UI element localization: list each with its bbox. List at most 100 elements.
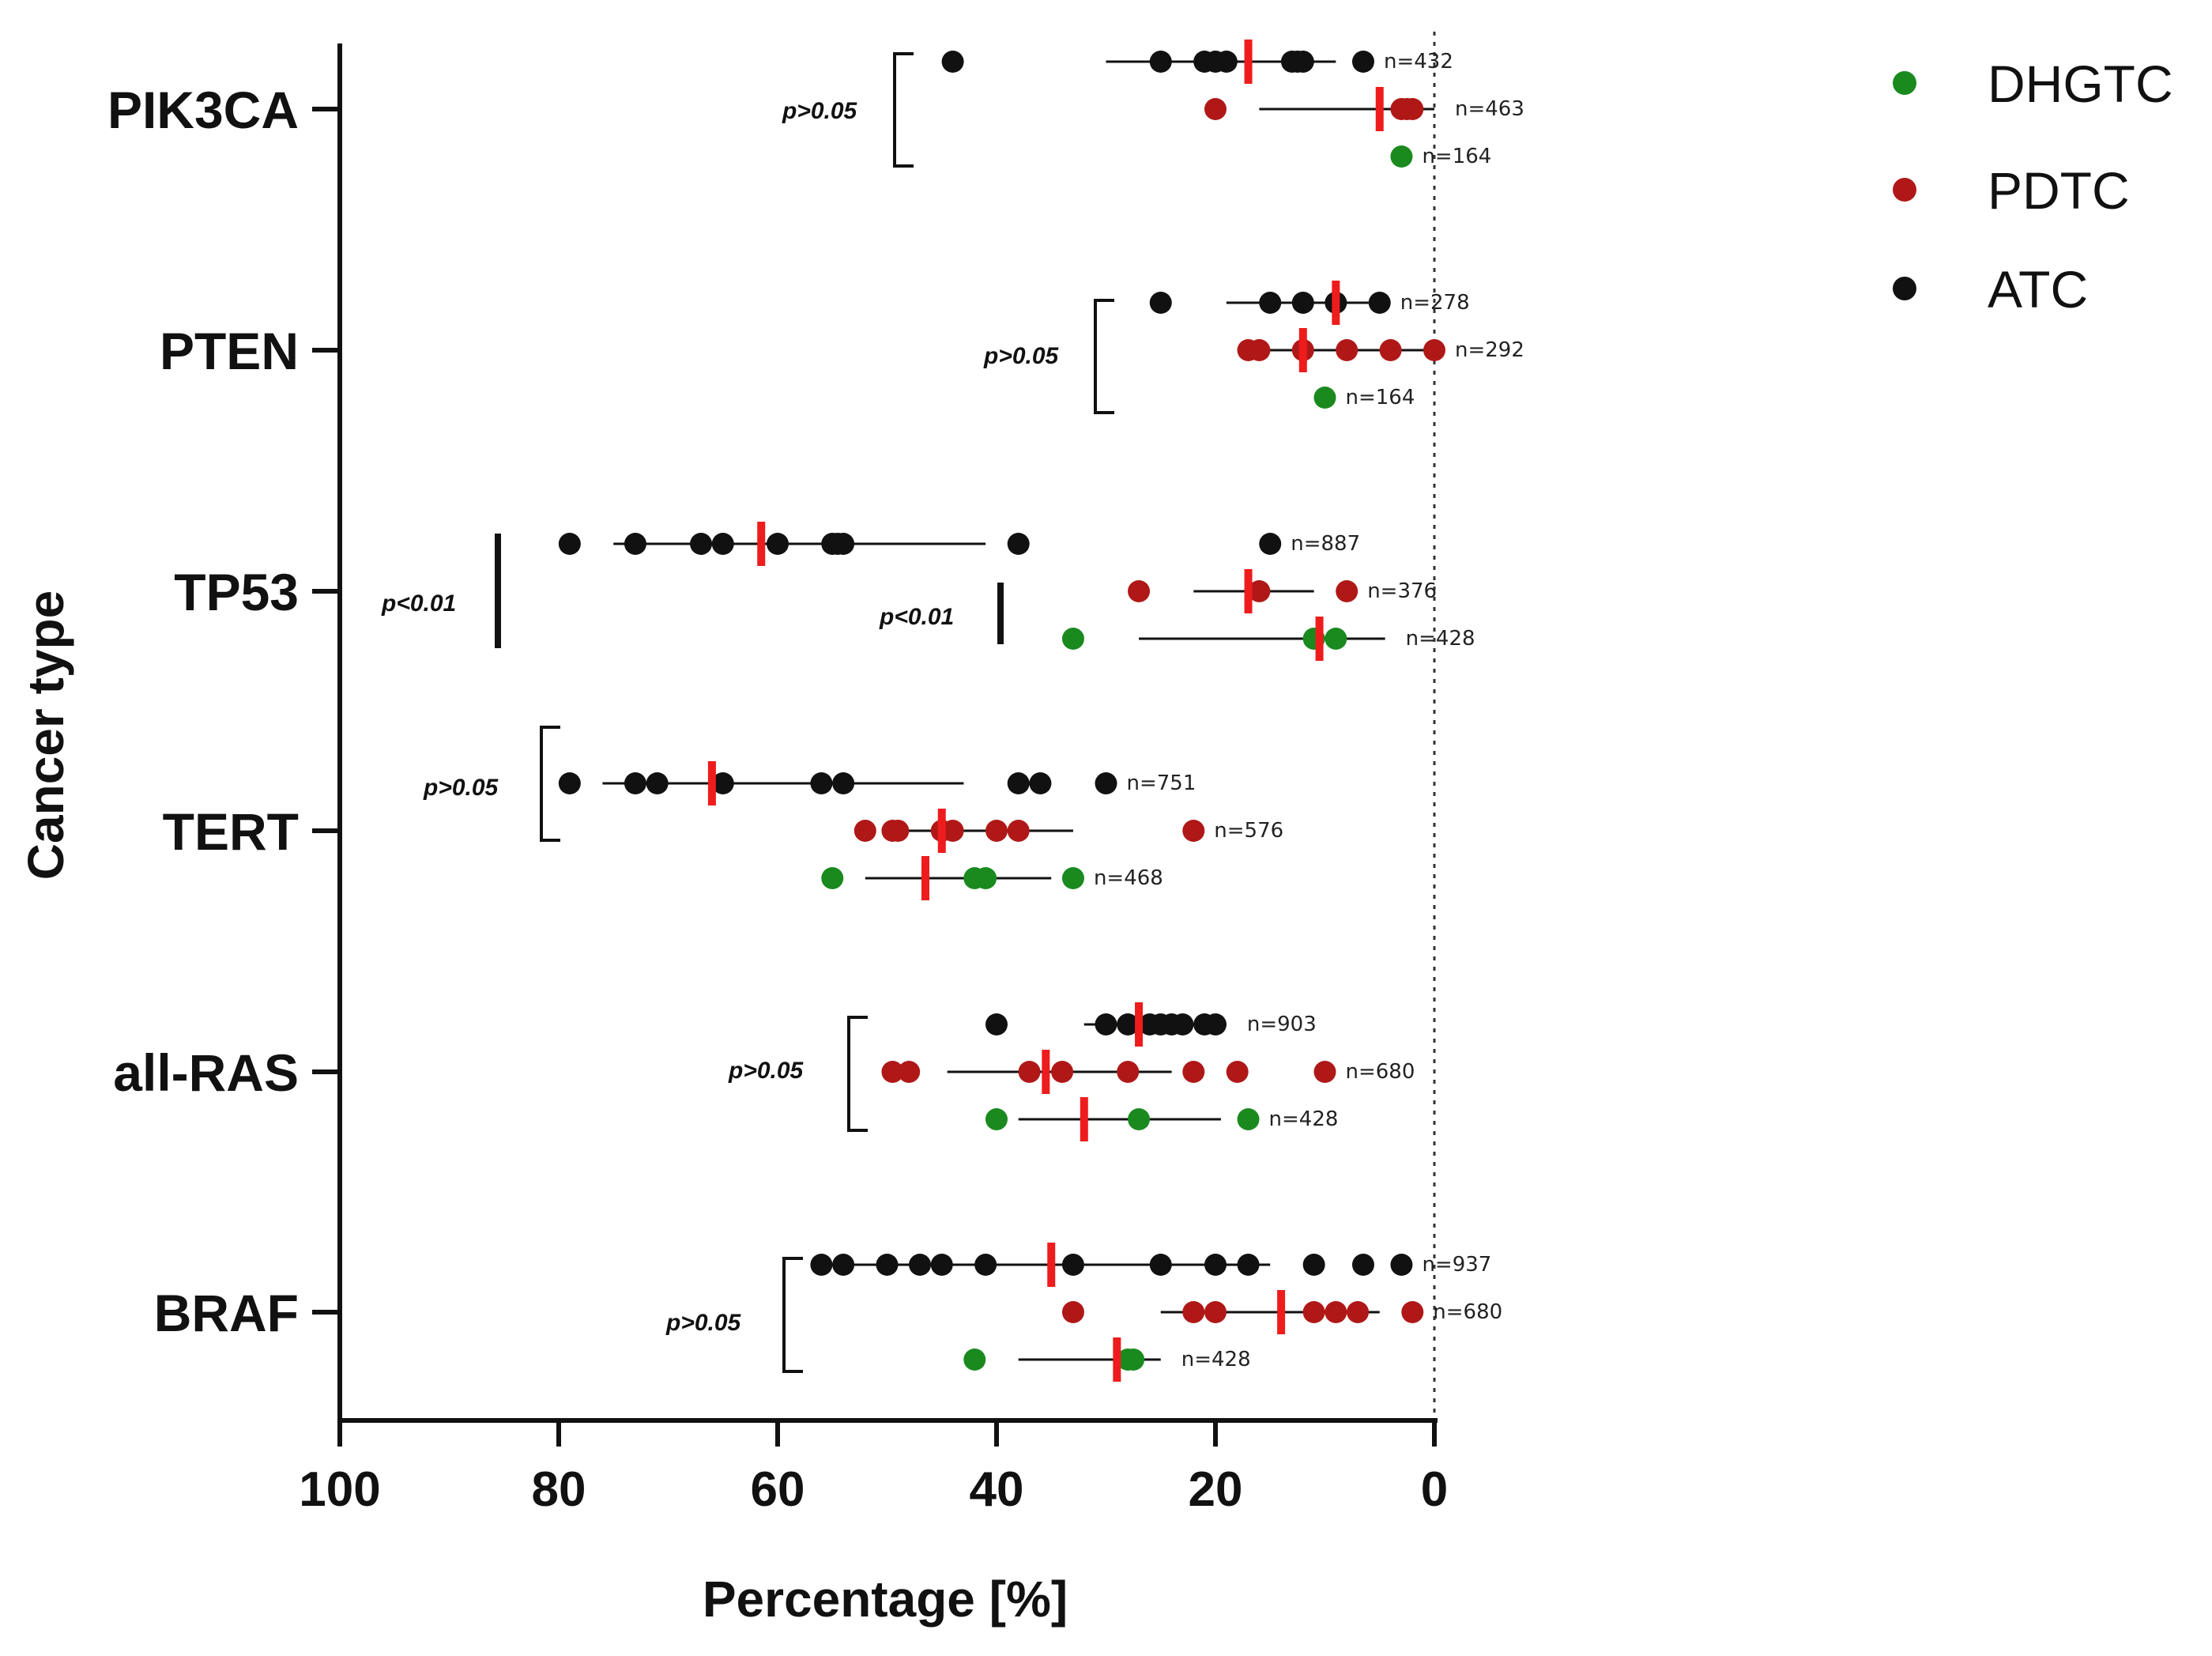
point-pten-atc xyxy=(1259,292,1282,314)
n-label-tp53-pdtc: n=376 xyxy=(1367,579,1437,603)
n-label-tert-atc: n=751 xyxy=(1127,771,1196,795)
x-tick-label: 0 xyxy=(1421,1462,1448,1517)
legend-marker-pdtc xyxy=(1893,178,1916,202)
mean-markers xyxy=(707,40,1384,1382)
point-all-ras-dhgtc xyxy=(985,1108,1008,1130)
p-value-bracket-all-ras xyxy=(847,1016,868,1132)
point-braf-dhgtc xyxy=(963,1349,986,1371)
point-tp53-pdtc xyxy=(1336,580,1358,602)
legend: DHGTC PDTC ATC xyxy=(1893,55,2173,319)
mean-marker-tp53-atc xyxy=(757,522,766,566)
point-tert-pdtc xyxy=(985,820,1008,842)
mean-marker-braf-atc xyxy=(1047,1243,1056,1287)
p-value-label-tp53: p<0.01 xyxy=(381,590,456,617)
n-label-all-ras-dhgtc: n=428 xyxy=(1269,1107,1339,1131)
point-tert-atc xyxy=(832,772,855,794)
point-tert-dhgtc xyxy=(1061,867,1084,889)
point-tert-atc xyxy=(711,772,734,794)
mean-marker-tert-pdtc xyxy=(937,809,946,853)
point-all-ras-atc xyxy=(1117,1013,1140,1035)
point-pik3ca-atc xyxy=(1149,51,1172,73)
point-braf-atc xyxy=(1237,1254,1260,1276)
x-tick-label: 60 xyxy=(751,1462,805,1517)
point-tp53-atc xyxy=(832,533,855,555)
mean-marker-all-ras-dhgtc xyxy=(1080,1097,1088,1141)
point-all-ras-pdtc xyxy=(1051,1061,1074,1083)
point-braf-atc xyxy=(832,1254,855,1276)
category-label-braf: BRAF xyxy=(154,1284,299,1342)
n-label-tert-dhgtc: n=468 xyxy=(1094,866,1163,890)
point-pten-atc xyxy=(1291,292,1314,314)
n-label-braf-dhgtc: n=428 xyxy=(1181,1348,1251,1371)
point-pten-pdtc xyxy=(1336,339,1358,361)
point-tp53-dhgtc xyxy=(1061,628,1084,650)
legend-label-dhgtc: DHGTC xyxy=(1988,55,2173,113)
x-axis-title: Percentage [%] xyxy=(703,1571,1068,1628)
category-label-tp53: TP53 xyxy=(174,563,299,621)
point-all-ras-atc xyxy=(1171,1013,1194,1035)
n-label-tp53-atc: n=887 xyxy=(1291,532,1360,556)
n-label-pik3ca-atc: n=432 xyxy=(1384,50,1453,74)
point-braf-atc xyxy=(1149,1254,1172,1276)
point-tert-pdtc xyxy=(854,820,876,842)
point-tert-pdtc xyxy=(1007,820,1030,842)
p-value-label-tert: p>0.05 xyxy=(423,775,499,801)
mean-marker-braf-pdtc xyxy=(1277,1290,1286,1334)
point-tp53-pdtc xyxy=(1248,580,1271,602)
mean-marker-tert-atc xyxy=(707,761,716,805)
data-points xyxy=(558,51,1445,1371)
n-label-pik3ca-pdtc: n=463 xyxy=(1455,97,1524,121)
point-tp53-atc xyxy=(558,533,581,555)
point-all-ras-atc xyxy=(985,1013,1008,1035)
point-pten-atc xyxy=(1149,292,1172,314)
mean-marker-pten-atc xyxy=(1332,281,1340,325)
x-tick-label: 40 xyxy=(970,1462,1024,1517)
p-value-labels: p>0.05 p>0.05 p<0.01 p<0.01 p>0.05 p>0.05 p>0.… xyxy=(381,98,1060,1336)
point-braf-pdtc xyxy=(1347,1301,1370,1323)
mean-marker-pten-pdtc xyxy=(1298,328,1307,372)
x-axis-ticks: 100 80 60 40 20 0 xyxy=(299,1420,1448,1517)
point-tert-atc xyxy=(624,772,646,794)
point-braf-atc xyxy=(930,1254,953,1276)
point-braf-pdtc xyxy=(1061,1301,1084,1323)
p-value-label-secondary-tp53: p<0.01 xyxy=(879,604,954,630)
n-label-tert-pdtc: n=576 xyxy=(1214,819,1283,843)
n-label-pten-pdtc: n=292 xyxy=(1455,338,1524,362)
legend-label-atc: ATC xyxy=(1988,260,2088,319)
range-lines xyxy=(602,60,1434,1361)
n-label-pten-dhgtc: n=164 xyxy=(1346,386,1415,409)
mean-marker-all-ras-pdtc xyxy=(1042,1050,1050,1094)
n-label-braf-atc: n=937 xyxy=(1422,1253,1491,1277)
point-tp53-atc xyxy=(1007,533,1030,555)
x-tick-label: 80 xyxy=(532,1462,586,1517)
point-tp53-atc xyxy=(624,533,646,555)
x-tick-label: 20 xyxy=(1189,1462,1243,1517)
point-pik3ca-pdtc xyxy=(1204,98,1227,120)
n-label-braf-pdtc: n=680 xyxy=(1433,1300,1502,1324)
mean-marker-all-ras-atc xyxy=(1135,1002,1144,1047)
p-value-bracket-tert xyxy=(540,726,560,842)
point-braf-atc xyxy=(974,1254,997,1276)
point-pik3ca-atc xyxy=(1215,51,1238,73)
mean-marker-pik3ca-atc xyxy=(1244,40,1253,84)
point-braf-pdtc xyxy=(1325,1301,1347,1323)
p-value-bracket-pten xyxy=(1094,299,1114,414)
point-all-ras-pdtc xyxy=(898,1061,921,1083)
point-tp53-pdtc xyxy=(1128,580,1151,602)
legend-marker-atc xyxy=(1893,277,1916,300)
category-axis: PIK3CA PTEN TP53 TERT all-RAS BRAF xyxy=(107,81,340,1342)
point-braf-atc xyxy=(1302,1254,1325,1276)
point-all-ras-pdtc xyxy=(1117,1061,1140,1083)
p-value-label-braf: p>0.05 xyxy=(665,1310,742,1336)
point-tert-pdtc xyxy=(1182,820,1205,842)
point-pten-pdtc xyxy=(1423,339,1445,361)
n-label-pten-atc: n=278 xyxy=(1400,291,1470,315)
point-braf-pdtc xyxy=(1302,1301,1325,1323)
point-tp53-atc xyxy=(690,533,713,555)
mean-marker-tp53-dhgtc xyxy=(1315,617,1324,661)
point-braf-atc xyxy=(810,1254,833,1276)
point-braf-atc xyxy=(1390,1254,1413,1276)
x-tick-label: 100 xyxy=(299,1462,380,1517)
point-pik3ca-dhgtc xyxy=(1390,145,1413,168)
point-braf-atc xyxy=(876,1254,899,1276)
